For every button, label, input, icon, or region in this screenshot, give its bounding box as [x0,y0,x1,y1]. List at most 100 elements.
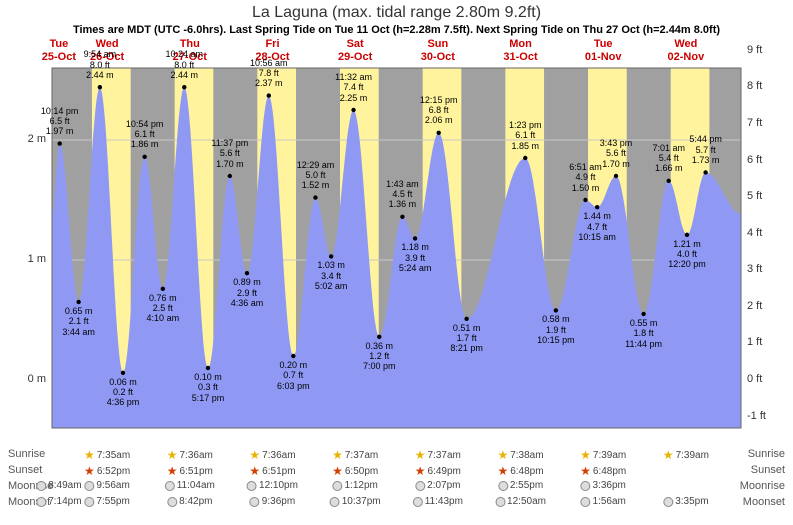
tide-label: 5:44 pm5.7 ft1.73 m [689,134,722,165]
footer-cell: ★7:37am [415,448,461,462]
footer-time: 12:50am [507,496,546,507]
footer-label: Sunrise [748,448,785,460]
footer-cell: 8:49am [36,480,81,491]
footer-row-sunset: SunsetSunset★6:52pm★6:51pm★6:51pm★6:50pm… [0,464,793,480]
footer-cell: 7:14pm [36,496,81,507]
moon-icon [330,497,340,507]
y-right-tick: 7 ft [747,117,787,129]
footer-cell: ★6:52pm [84,464,130,478]
footer-cell: ★7:38am [497,448,543,462]
footer-label: Sunset [8,464,42,476]
tide-label: 0.10 m0.3 ft5:17 pm [192,372,225,403]
moon-icon [332,481,342,491]
footer-time: 7:36am [262,450,295,461]
footer-time: 10:37pm [342,496,381,507]
y-right-tick: -1 ft [747,410,787,422]
moon-icon [495,497,505,507]
footer-cell: ★7:39am [663,448,709,462]
footer-cell: 1:56am [581,496,626,507]
tide-label: 1.21 m4.0 ft12:20 pm [668,239,706,270]
footer-cell: ★7:35am [84,448,130,462]
moon-icon [581,481,591,491]
y-right-tick: 3 ft [747,263,787,275]
y-right-tick: 2 ft [747,300,787,312]
sun-icon: ★ [415,464,426,478]
tide-label: 11:32 am7.4 ft2.25 m [335,72,372,103]
footer-cell: 3:35pm [663,496,708,507]
footer-time: 7:37am [428,450,461,461]
footer-time: 11:43pm [425,496,463,507]
sun-icon: ★ [332,464,343,478]
tide-label: 1:23 pm6.1 ft1.85 m [509,120,542,151]
footer-time: 1:12pm [344,480,377,491]
footer-time: 6:48pm [510,466,543,477]
footer-cell: 3:36pm [581,480,626,491]
tide-label: 12:15 pm6.8 ft2.06 m [420,95,458,126]
tide-label: 0.76 m2.5 ft4:10 am [147,293,180,324]
tide-label: 12:29 am5.0 ft1.52 m [297,160,335,191]
tide-label: 10:24 am8.0 ft2.44 m [166,49,204,80]
footer-time: 7:36am [180,450,213,461]
footer-cell: 2:07pm [415,480,460,491]
y-right-tick: 9 ft [747,44,787,56]
footer-cell: 9:36pm [250,496,295,507]
sun-icon: ★ [84,464,95,478]
footer-cell: 11:04am [165,480,215,491]
footer-cell: ★6:50pm [332,464,378,478]
footer-cell: 8:42pm [167,496,212,507]
moon-icon [165,481,175,491]
tide-chart: La Laguna (max. tidal range 2.80m 9.2ft)… [0,0,793,525]
sun-icon: ★ [167,464,178,478]
tide-label: 10:54 pm6.1 ft1.86 m [126,119,164,150]
sun-icon: ★ [497,464,508,478]
y-left-tick: 0 m [6,373,46,385]
footer-time: 7:55pm [96,496,129,507]
moon-icon [84,497,94,507]
footer-time: 3:35pm [675,496,708,507]
moon-icon [581,497,591,507]
moon-icon [663,497,673,507]
tide-label: 0.89 m2.9 ft4:36 am [231,277,264,308]
footer-time: 6:50pm [345,466,378,477]
footer-time: 9:36pm [262,496,295,507]
footer-cell: ★7:36am [249,448,295,462]
footer-time: 3:36pm [593,480,626,491]
footer-time: 1:56am [593,496,626,507]
sun-icon: ★ [249,464,260,478]
sun-icon: ★ [580,464,591,478]
footer-cell: ★7:36am [167,448,213,462]
tide-label: 10:56 am7.8 ft2.37 m [250,58,288,89]
tide-label: 0.36 m1.2 ft7:00 pm [363,341,396,372]
moon-icon [250,497,260,507]
tide-label: 11:37 pm5.6 ft1.70 m [211,138,248,169]
tide-label: 0.06 m0.2 ft4:36 pm [107,377,140,408]
footer-cell: ★6:51pm [167,464,213,478]
y-right-tick: 8 ft [747,80,787,92]
tide-label: 0.58 m1.9 ft10:15 pm [537,314,575,345]
footer-time: 6:51pm [262,466,295,477]
footer-label: Moonset [743,496,785,508]
moon-icon [36,497,46,507]
moon-icon [84,481,94,491]
footer-cell: 7:55pm [84,496,129,507]
tide-label: 10:14 pm6.5 ft1.97 m [41,106,79,137]
y-right-tick: 5 ft [747,190,787,202]
footer-time: 2:07pm [427,480,460,491]
footer-time: 6:51pm [180,466,213,477]
footer-cell: ★6:48pm [497,464,543,478]
footer-label: Sunset [751,464,785,476]
footer-cell: ★6:48pm [580,464,626,478]
sun-icon: ★ [249,448,260,462]
sun-icon: ★ [167,448,178,462]
footer-time: 6:49pm [428,466,461,477]
footer-cell: 11:43pm [413,496,463,507]
tide-label: 1:43 am4.5 ft1.36 m [386,179,419,210]
tide-label: 0.51 m1.7 ft8:21 pm [450,323,483,354]
footer-time: 7:38am [510,450,543,461]
tide-label: 9:54 am8.0 ft2.44 m [84,49,117,80]
footer-label: Sunrise [8,448,45,460]
sun-icon: ★ [497,448,508,462]
moon-icon [247,481,257,491]
moon-icon [36,481,46,491]
tide-label: 7:01 am5.4 ft1.66 m [652,143,685,174]
